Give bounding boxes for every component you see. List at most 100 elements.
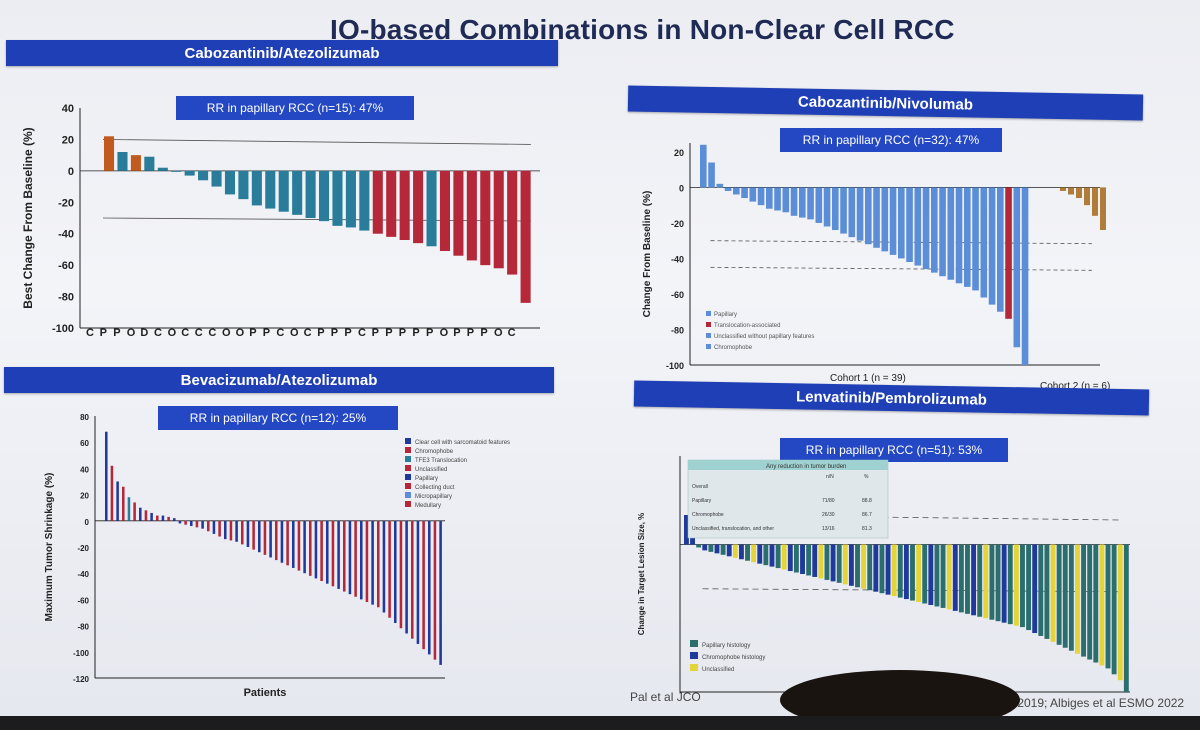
bar — [122, 486, 125, 521]
bar — [1038, 544, 1044, 636]
bar — [787, 544, 793, 572]
bar — [1111, 544, 1117, 675]
bar — [1005, 187, 1012, 319]
bar — [144, 156, 155, 171]
x-category-label: P — [467, 327, 474, 339]
bar — [382, 520, 386, 613]
legend-swatch — [690, 652, 698, 659]
bar — [157, 167, 168, 171]
bar — [726, 544, 732, 557]
bar — [195, 520, 199, 528]
legend-swatch — [706, 322, 711, 327]
bar — [1123, 544, 1129, 692]
bar — [377, 520, 380, 608]
bar — [873, 187, 880, 248]
y-tick-label: -60 — [77, 596, 89, 605]
response-table-header — [688, 460, 888, 470]
bar — [684, 515, 689, 545]
chart-cabo-atezo: 40 20 0 -20 -40 -60 -80 -100 Best Change From Ba… — [21, 103, 540, 339]
bar — [914, 187, 922, 266]
x-category-label: P — [249, 327, 256, 339]
y-tick-label: 0 — [68, 166, 74, 178]
legend-swatch — [690, 664, 698, 671]
legend-label: Papillary — [714, 312, 737, 318]
table-row-n: 71/80 — [822, 498, 835, 504]
bar — [980, 187, 988, 298]
bar — [947, 187, 955, 280]
legend-label: Unclassified — [702, 667, 734, 673]
bar — [303, 520, 306, 574]
legend-swatch — [706, 311, 711, 316]
bar — [842, 544, 848, 585]
y-axis-label: Best Change From Baseline (%) — [21, 127, 35, 308]
bar — [173, 518, 176, 521]
y-tick-label: -20 — [58, 197, 74, 209]
bar — [757, 187, 765, 206]
x-label-cohort1: Cohort 1 (n = 39) — [830, 373, 906, 384]
y-tick-label: -100 — [666, 361, 684, 371]
bar — [952, 544, 958, 611]
bar — [751, 544, 757, 563]
legend-label: Clear cell with sarcomatoid features — [415, 440, 510, 446]
bar — [879, 544, 885, 594]
bar — [218, 520, 221, 537]
reference-line — [102, 217, 531, 222]
bar — [1021, 187, 1029, 365]
bar — [439, 170, 451, 251]
bar — [856, 187, 864, 241]
bar — [972, 187, 979, 291]
x-category-label: P — [317, 327, 324, 339]
bar — [955, 187, 963, 284]
bar — [855, 544, 860, 588]
x-category-label: P — [453, 327, 460, 339]
bar — [224, 520, 227, 540]
bar — [806, 544, 812, 576]
bar — [931, 187, 938, 273]
bar — [934, 544, 940, 607]
x-category-label: C — [181, 327, 189, 339]
bar — [110, 465, 114, 521]
footer-right: JCO 2019; Albiges et al ESMO 2022 — [990, 696, 1185, 710]
x-category-label: C — [508, 327, 516, 339]
bar — [873, 544, 879, 592]
table-row-label: Unclassified, translocation, and other — [692, 526, 774, 532]
bar — [922, 187, 930, 270]
bar — [314, 520, 318, 579]
y-tick-label: -100 — [73, 649, 90, 658]
bar — [881, 187, 889, 252]
bar — [1056, 544, 1062, 645]
bar — [696, 544, 702, 548]
x-category-label: C — [276, 327, 284, 339]
bar — [426, 170, 437, 247]
bar — [331, 520, 335, 587]
bar — [965, 544, 970, 614]
bar — [781, 544, 787, 570]
y-tick-label: 40 — [80, 465, 89, 474]
panel-header-cabo-atezo: Cabozantinib/Atezolizumab — [6, 40, 558, 66]
bar — [793, 544, 799, 573]
bar — [1007, 544, 1013, 625]
bar — [332, 170, 343, 226]
chart-beva-atezo: 80 60 40 20 0 -20 -40 -60 -80 -100 -120 Maximum Tum… — [44, 413, 510, 699]
table-title: Any reduction in tumor burden — [766, 464, 846, 470]
bar — [184, 170, 195, 176]
bar — [263, 520, 267, 555]
table-row-pct: 88.8 — [862, 498, 872, 504]
slide-title: IO-based Combinations in Non-Clear Cell … — [330, 14, 955, 45]
bar — [940, 544, 946, 608]
legend-swatch — [706, 344, 711, 349]
bar — [265, 170, 276, 209]
x-category-label: C — [304, 327, 312, 339]
bar — [848, 187, 856, 238]
footer-left: Pal et al JCO — [630, 690, 701, 704]
bar — [774, 187, 781, 211]
legend-swatch — [405, 465, 411, 471]
x-category-label: C — [358, 327, 366, 339]
bar — [818, 544, 824, 579]
x-category-label: P — [480, 327, 487, 339]
bar — [971, 544, 977, 616]
table-row-label: Papillary — [692, 498, 712, 504]
bar — [720, 544, 726, 555]
bar — [939, 187, 946, 277]
x-category-label: P — [426, 327, 433, 339]
